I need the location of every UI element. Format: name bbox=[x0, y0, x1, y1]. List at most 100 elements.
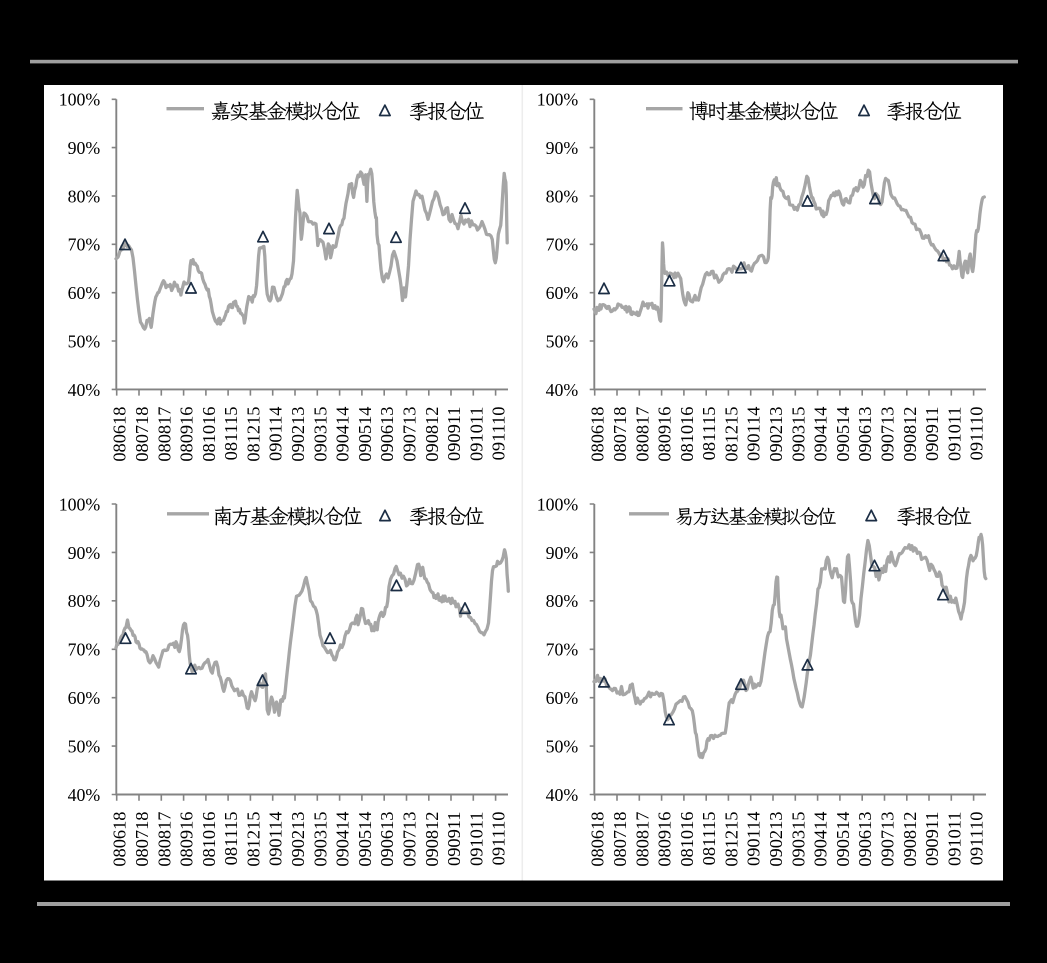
svg-text:091110: 091110 bbox=[489, 407, 509, 461]
svg-text:090514: 090514 bbox=[355, 407, 375, 462]
svg-text:70%: 70% bbox=[546, 235, 579, 255]
svg-text:091110: 091110 bbox=[967, 407, 987, 461]
svg-text:081016: 081016 bbox=[199, 812, 219, 867]
svg-text:081115: 081115 bbox=[221, 407, 241, 461]
svg-text:40%: 40% bbox=[68, 380, 101, 400]
svg-text:90%: 90% bbox=[68, 138, 101, 158]
svg-text:60%: 60% bbox=[68, 283, 101, 303]
svg-text:90%: 90% bbox=[546, 543, 579, 563]
svg-text:090213: 090213 bbox=[288, 407, 308, 462]
svg-text:090911: 090911 bbox=[922, 812, 942, 867]
svg-text:081016: 081016 bbox=[677, 407, 697, 462]
svg-text:60%: 60% bbox=[546, 283, 579, 303]
svg-text:090315: 090315 bbox=[788, 812, 808, 867]
svg-text:081215: 081215 bbox=[243, 812, 263, 867]
svg-text:080618: 080618 bbox=[110, 407, 130, 462]
svg-text:080618: 080618 bbox=[588, 407, 608, 462]
svg-text:090812: 090812 bbox=[422, 812, 442, 867]
svg-text:60%: 60% bbox=[546, 688, 579, 708]
svg-text:80%: 80% bbox=[68, 591, 101, 611]
svg-text:090315: 090315 bbox=[788, 407, 808, 462]
svg-text:090911: 090911 bbox=[444, 407, 464, 462]
svg-text:090713: 090713 bbox=[878, 407, 898, 462]
svg-text:090613: 090613 bbox=[855, 812, 875, 867]
svg-text:090213: 090213 bbox=[766, 407, 786, 462]
svg-text:080817: 080817 bbox=[632, 812, 652, 867]
svg-text:090315: 090315 bbox=[310, 407, 330, 462]
svg-text:090713: 090713 bbox=[400, 812, 420, 867]
svg-text:80%: 80% bbox=[546, 591, 579, 611]
svg-text:090613: 090613 bbox=[377, 407, 397, 462]
svg-text:100%: 100% bbox=[59, 90, 101, 110]
svg-text:090514: 090514 bbox=[833, 812, 853, 867]
svg-text:091011: 091011 bbox=[944, 812, 964, 867]
svg-text:090414: 090414 bbox=[333, 812, 353, 867]
svg-text:60%: 60% bbox=[68, 688, 101, 708]
svg-text:091110: 091110 bbox=[967, 812, 987, 866]
svg-text:090911: 090911 bbox=[444, 812, 464, 867]
svg-text:100%: 100% bbox=[59, 494, 101, 514]
svg-text:090911: 090911 bbox=[922, 407, 942, 462]
svg-text:090812: 090812 bbox=[900, 812, 920, 867]
svg-text:100%: 100% bbox=[537, 494, 579, 514]
svg-text:081215: 081215 bbox=[721, 812, 741, 867]
svg-text:080916: 080916 bbox=[177, 407, 197, 462]
svg-text:70%: 70% bbox=[546, 640, 579, 660]
svg-text:090213: 090213 bbox=[766, 812, 786, 867]
svg-text:090114: 090114 bbox=[266, 407, 286, 462]
svg-text:090812: 090812 bbox=[422, 407, 442, 462]
svg-text:090613: 090613 bbox=[377, 812, 397, 867]
svg-text:090613: 090613 bbox=[855, 407, 875, 462]
svg-text:091011: 091011 bbox=[944, 407, 964, 462]
svg-text:091011: 091011 bbox=[466, 407, 486, 462]
svg-text:080618: 080618 bbox=[110, 812, 130, 867]
svg-text:50%: 50% bbox=[546, 737, 579, 757]
svg-text:090514: 090514 bbox=[355, 812, 375, 867]
svg-text:081016: 081016 bbox=[199, 407, 219, 462]
svg-text:081115: 081115 bbox=[221, 812, 241, 866]
svg-text:081115: 081115 bbox=[699, 812, 719, 866]
svg-text:081215: 081215 bbox=[721, 407, 741, 462]
svg-text:080916: 080916 bbox=[655, 407, 675, 462]
svg-text:50%: 50% bbox=[68, 331, 101, 351]
svg-text:50%: 50% bbox=[68, 737, 101, 757]
svg-text:40%: 40% bbox=[546, 785, 579, 805]
svg-text:50%: 50% bbox=[546, 331, 579, 351]
svg-text:091110: 091110 bbox=[489, 812, 509, 866]
svg-text:080618: 080618 bbox=[588, 812, 608, 867]
svg-text:90%: 90% bbox=[68, 543, 101, 563]
svg-text:090114: 090114 bbox=[266, 812, 286, 867]
svg-text:90%: 90% bbox=[546, 138, 579, 158]
svg-text:080817: 080817 bbox=[632, 407, 652, 462]
svg-text:080916: 080916 bbox=[177, 812, 197, 867]
svg-text:080718: 080718 bbox=[610, 812, 630, 867]
svg-text:80%: 80% bbox=[68, 186, 101, 206]
svg-text:090414: 090414 bbox=[811, 407, 831, 462]
svg-text:090713: 090713 bbox=[878, 812, 898, 867]
svg-text:090114: 090114 bbox=[744, 407, 764, 462]
svg-text:090315: 090315 bbox=[310, 812, 330, 867]
svg-text:090812: 090812 bbox=[900, 407, 920, 462]
svg-text:091011: 091011 bbox=[466, 812, 486, 867]
svg-text:080916: 080916 bbox=[655, 812, 675, 867]
svg-text:090514: 090514 bbox=[833, 407, 853, 462]
svg-text:090213: 090213 bbox=[288, 812, 308, 867]
svg-text:080718: 080718 bbox=[610, 407, 630, 462]
svg-text:081115: 081115 bbox=[699, 407, 719, 461]
svg-text:090713: 090713 bbox=[400, 407, 420, 462]
svg-text:080817: 080817 bbox=[154, 812, 174, 867]
svg-text:080718: 080718 bbox=[132, 407, 152, 462]
svg-text:090414: 090414 bbox=[333, 407, 353, 462]
svg-text:70%: 70% bbox=[68, 235, 101, 255]
svg-text:80%: 80% bbox=[546, 186, 579, 206]
svg-text:081016: 081016 bbox=[677, 812, 697, 867]
svg-text:100%: 100% bbox=[537, 90, 579, 110]
svg-text:40%: 40% bbox=[68, 785, 101, 805]
svg-text:40%: 40% bbox=[546, 380, 579, 400]
svg-text:090414: 090414 bbox=[811, 812, 831, 867]
svg-text:080817: 080817 bbox=[154, 407, 174, 462]
svg-text:70%: 70% bbox=[68, 640, 101, 660]
svg-text:090114: 090114 bbox=[744, 812, 764, 867]
svg-text:081215: 081215 bbox=[243, 407, 263, 462]
svg-text:080718: 080718 bbox=[132, 812, 152, 867]
